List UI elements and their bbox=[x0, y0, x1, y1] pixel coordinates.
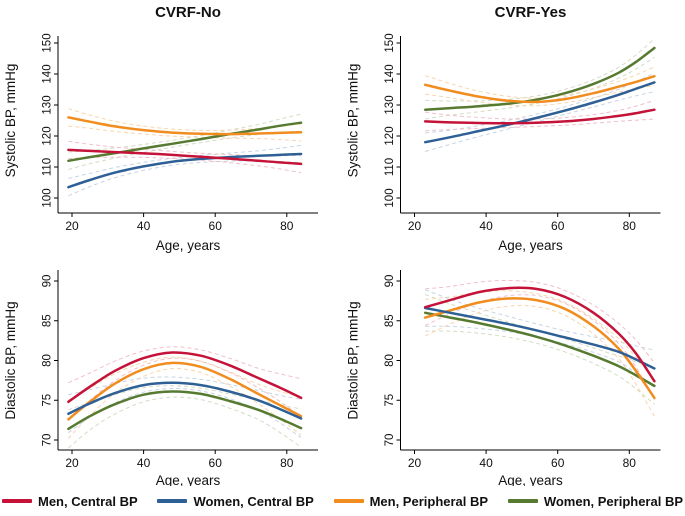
svg-text:80: 80 bbox=[623, 219, 637, 233]
svg-text:Age, years: Age, years bbox=[156, 238, 221, 253]
svg-text:20: 20 bbox=[65, 219, 79, 233]
svg-text:130: 130 bbox=[42, 95, 54, 114]
svg-text:70: 70 bbox=[42, 434, 54, 447]
chart-diastolic-cvrf-no: 70 75 80 85 90 20 40 60 80 Age, years Diastolic BP… bbox=[3, 270, 318, 486]
svg-text:100: 100 bbox=[42, 188, 54, 207]
svg-text:CVRF-No: CVRF-No bbox=[155, 4, 221, 21]
legend: Men, Central BP Women, Central BP Men, P… bbox=[0, 486, 685, 516]
panel-diastolic-cvrf-no: 70 75 80 85 90 20 40 60 80 Age, years Diastolic BP… bbox=[0, 258, 342, 486]
svg-text:100: 100 bbox=[384, 188, 396, 207]
svg-text:Age, years: Age, years bbox=[498, 238, 563, 253]
svg-text:40: 40 bbox=[479, 456, 493, 470]
svg-text:90: 90 bbox=[42, 275, 54, 288]
svg-text:85: 85 bbox=[42, 314, 54, 327]
svg-text:140: 140 bbox=[384, 64, 396, 83]
svg-text:40: 40 bbox=[137, 456, 151, 470]
svg-text:Age, years: Age, years bbox=[156, 473, 221, 486]
svg-text:80: 80 bbox=[280, 456, 294, 470]
men-central-line-swatch bbox=[2, 499, 32, 503]
panel-grid: CVRF-No 100 110 120 130 140 150 20 40 60 80 Age, ye… bbox=[0, 0, 685, 486]
svg-text:80: 80 bbox=[623, 456, 637, 470]
chart-systolic-cvrf-no: CVRF-No 100 110 120 130 140 150 20 40 60 80 Age, ye… bbox=[3, 4, 318, 253]
chart-systolic-cvrf-yes: CVRF-Yes 100 110 120 130 140 150 20 40 60 80 Age, y… bbox=[346, 4, 661, 253]
svg-text:70: 70 bbox=[384, 434, 396, 447]
svg-text:80: 80 bbox=[384, 354, 396, 367]
svg-text:Systolic BP, mmHg: Systolic BP, mmHg bbox=[346, 64, 361, 178]
svg-text:120: 120 bbox=[42, 126, 54, 145]
svg-text:20: 20 bbox=[408, 456, 422, 470]
svg-text:110: 110 bbox=[384, 158, 396, 176]
legend-item-women-peripheral: Women, Peripheral BP bbox=[507, 493, 683, 509]
svg-text:130: 130 bbox=[384, 95, 396, 114]
svg-text:20: 20 bbox=[408, 219, 422, 233]
svg-text:60: 60 bbox=[209, 219, 223, 233]
women-central-line-swatch bbox=[157, 499, 188, 503]
legend-label: Men, Peripheral BP bbox=[369, 493, 489, 509]
svg-text:Age, years: Age, years bbox=[498, 473, 563, 486]
svg-text:140: 140 bbox=[42, 64, 54, 83]
svg-text:80: 80 bbox=[280, 219, 294, 233]
svg-text:40: 40 bbox=[479, 219, 493, 233]
chart-diastolic-cvrf-yes: 70 75 80 85 90 20 40 60 80 Age, years Diastolic BP… bbox=[346, 270, 661, 486]
svg-text:CVRF-Yes: CVRF-Yes bbox=[495, 4, 567, 21]
svg-text:20: 20 bbox=[65, 456, 79, 470]
svg-text:60: 60 bbox=[551, 219, 565, 233]
svg-text:60: 60 bbox=[551, 456, 565, 470]
svg-text:Diastolic BP, mmHg: Diastolic BP, mmHg bbox=[3, 301, 18, 419]
panel-diastolic-cvrf-yes: 70 75 80 85 90 20 40 60 80 Age, years Diastolic BP… bbox=[342, 258, 685, 486]
svg-text:60: 60 bbox=[209, 456, 223, 470]
svg-text:75: 75 bbox=[42, 394, 54, 407]
svg-text:75: 75 bbox=[384, 394, 396, 407]
svg-text:Diastolic BP, mmHg: Diastolic BP, mmHg bbox=[346, 301, 361, 419]
panel-systolic-cvrf-yes: CVRF-Yes 100 110 120 130 140 150 20 40 60 80 Age, y… bbox=[342, 0, 685, 258]
svg-text:80: 80 bbox=[42, 354, 54, 367]
svg-text:120: 120 bbox=[384, 126, 396, 145]
svg-text:150: 150 bbox=[384, 33, 396, 52]
legend-item-men-peripheral: Men, Peripheral BP bbox=[333, 493, 489, 509]
women-peripheral-line-swatch bbox=[507, 499, 538, 503]
panel-systolic-cvrf-no: CVRF-No 100 110 120 130 140 150 20 40 60 80 Age, ye… bbox=[0, 0, 342, 258]
legend-label: Women, Peripheral BP bbox=[543, 493, 683, 509]
svg-text:110: 110 bbox=[42, 158, 54, 176]
men-peripheral-line-swatch bbox=[333, 499, 364, 503]
svg-text:40: 40 bbox=[137, 219, 151, 233]
svg-text:90: 90 bbox=[384, 275, 396, 288]
svg-text:85: 85 bbox=[384, 314, 396, 327]
svg-text:Systolic BP, mmHg: Systolic BP, mmHg bbox=[3, 64, 18, 178]
legend-item-women-central: Women, Central BP bbox=[157, 493, 314, 509]
svg-text:150: 150 bbox=[42, 33, 54, 52]
legend-label: Men, Central BP bbox=[38, 493, 138, 509]
legend-label: Women, Central BP bbox=[193, 493, 314, 509]
legend-item-men-central: Men, Central BP bbox=[2, 494, 138, 509]
